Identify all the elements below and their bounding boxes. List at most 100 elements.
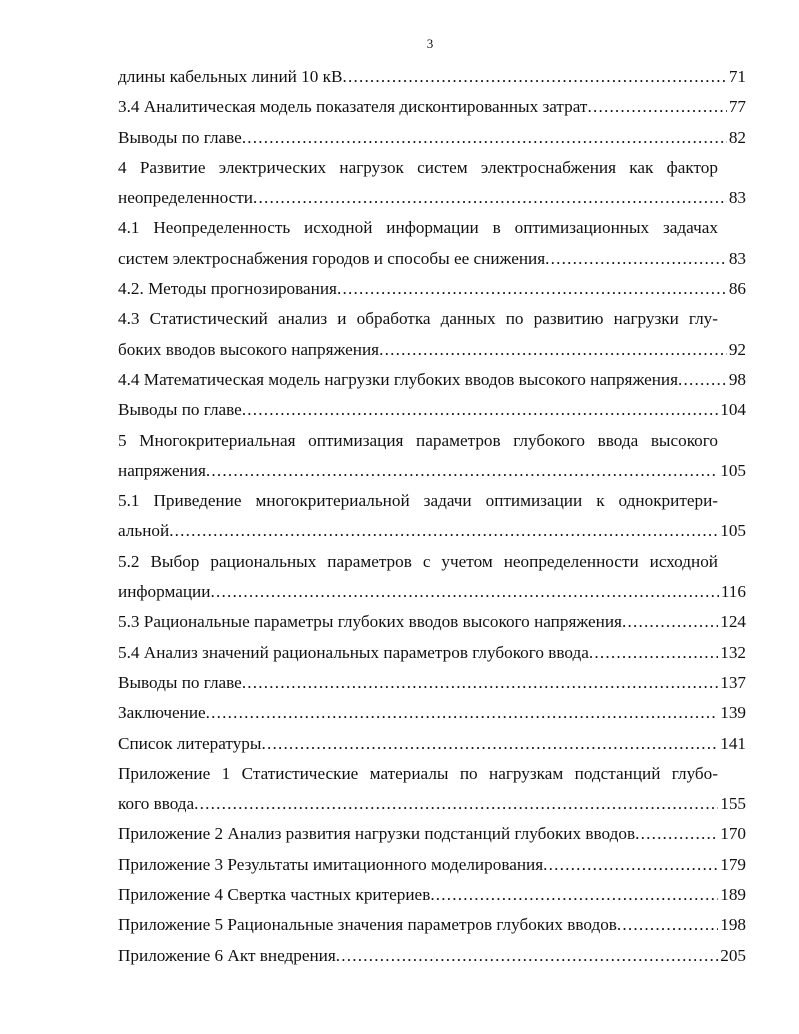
toc-entry-page: 124 bbox=[720, 612, 746, 632]
dot-leader bbox=[622, 607, 718, 637]
toc-entry-page: 83 bbox=[728, 188, 746, 208]
toc-entry-last-line: информации 116 bbox=[118, 577, 746, 607]
toc-entry-title-line: 4.1 Неопределенность исходной информации… bbox=[118, 218, 718, 238]
toc-entry-title: информации bbox=[118, 582, 211, 602]
toc-entry-title-line: 4 Развитие электрических нагрузок систем… bbox=[118, 157, 718, 177]
toc-entry-title: Приложение 4 Свертка частных критериев bbox=[118, 885, 431, 905]
dot-leader bbox=[206, 698, 719, 728]
toc-entry-page: 137 bbox=[720, 672, 746, 692]
toc-entry-last-line: Приложение 6 Акт внедрения 205 bbox=[118, 941, 746, 971]
toc-entry-last-line: Выводы по главе 82 bbox=[118, 123, 746, 153]
dot-leader bbox=[206, 456, 718, 486]
toc-entry[interactable]: 4.4 Математическая модель нагрузки глубо… bbox=[118, 365, 746, 395]
toc-entry[interactable]: Заключение 139 bbox=[118, 698, 746, 728]
toc-entry-last-line: систем электроснабжения городов и способ… bbox=[118, 244, 746, 274]
dot-leader bbox=[543, 850, 718, 880]
toc-entry[interactable]: 5.1 Приведение многокритериальной задачи… bbox=[118, 486, 746, 547]
toc-entry[interactable]: длины кабельных линий 10 кВ 71 bbox=[118, 62, 746, 92]
toc-entry-last-line: 5.3 Рациональные параметры глубоких ввод… bbox=[118, 607, 746, 637]
toc-entry-page: 198 bbox=[720, 915, 746, 935]
dot-leader bbox=[336, 941, 718, 971]
toc-entry-page: 71 bbox=[728, 67, 746, 86]
toc-entry[interactable]: 4.2. Методы прогнозирования 86 bbox=[118, 274, 746, 304]
toc-entry[interactable]: Выводы по главе 104 bbox=[118, 395, 746, 425]
toc-entry[interactable]: Выводы по главе 82 bbox=[118, 123, 746, 153]
toc-entry-last-line: альной 105 bbox=[118, 516, 746, 546]
toc-entry-title: боких вводов высокого напряжения bbox=[118, 339, 380, 359]
dot-leader bbox=[589, 638, 718, 668]
toc-entry[interactable]: Приложение 2 Анализ развития нагрузки по… bbox=[118, 819, 746, 849]
toc-entry-title: неопределенности bbox=[118, 188, 253, 208]
toc-entry-last-line: боких вводов высокого напряжения 92 bbox=[118, 335, 746, 365]
toc-entry-page: 105 bbox=[720, 460, 746, 480]
toc-entry-title: Приложение 6 Акт внедрения bbox=[118, 945, 336, 965]
toc-entry[interactable]: Список литературы 141 bbox=[118, 729, 746, 759]
toc-entry-title: Выводы по главе bbox=[118, 400, 242, 420]
dot-leader bbox=[253, 183, 727, 213]
dot-leader bbox=[242, 395, 718, 425]
dot-leader bbox=[169, 516, 718, 546]
toc-entry-title: Приложение 3 Результаты имитационного мо… bbox=[118, 854, 544, 874]
toc-entry-page: 83 bbox=[728, 248, 746, 268]
toc-entry-last-line: кого ввода 155 bbox=[118, 789, 746, 819]
toc-entry-page: 155 bbox=[720, 794, 746, 814]
toc-entry[interactable]: 4.1 Неопределенность исходной информации… bbox=[118, 213, 746, 274]
toc-entry-last-line: Приложение 2 Анализ развития нагрузки по… bbox=[118, 819, 746, 849]
toc-entry-title: Список литературы bbox=[118, 733, 262, 753]
toc-entry[interactable]: 5.3 Рациональные параметры глубоких ввод… bbox=[118, 607, 746, 637]
toc-entry-last-line: длины кабельных линий 10 кВ 71 bbox=[118, 62, 746, 92]
toc-entry-last-line: 3.4 Аналитическая модель показателя диск… bbox=[118, 92, 746, 122]
toc-entry-title: альной bbox=[118, 521, 170, 541]
toc-entry[interactable]: 4.3 Статистический анализ и обработка да… bbox=[118, 304, 746, 365]
toc-entry[interactable]: Приложение 5 Рациональные значения парам… bbox=[118, 910, 746, 940]
toc-entry-page: 86 bbox=[728, 279, 746, 299]
toc-entry[interactable]: Выводы по главе 137 bbox=[118, 668, 746, 698]
toc-entry-title-line: 5.1 Приведение многокритериальной задачи… bbox=[118, 491, 718, 511]
dot-leader bbox=[617, 910, 718, 940]
dot-leader bbox=[430, 880, 718, 910]
toc-entry-last-line: Выводы по главе 104 bbox=[118, 395, 746, 425]
toc-entry[interactable]: 5.2 Выбор рациональных параметров с учет… bbox=[118, 547, 746, 608]
toc-entry[interactable]: Приложение 1 Статистические материалы по… bbox=[118, 759, 746, 820]
toc-entry-title: 4.2. Методы прогнозирования bbox=[118, 279, 337, 299]
toc-entry-page: 189 bbox=[720, 885, 746, 905]
toc-entry-page: 92 bbox=[728, 339, 746, 359]
toc-entry-last-line: Приложение 4 Свертка частных критериев 18… bbox=[118, 880, 746, 910]
toc-entry-page: 139 bbox=[720, 703, 746, 723]
toc-entry-last-line: неопределенности 83 bbox=[118, 183, 746, 213]
toc-entry-title: 4.4 Математическая модель нагрузки глубо… bbox=[118, 369, 679, 389]
toc-entry-title-line: 5.2 Выбор рациональных параметров с учет… bbox=[118, 551, 718, 571]
toc-entry-title: Выводы по главе bbox=[118, 127, 242, 147]
toc-entry-title: Приложение 2 Анализ развития нагрузки по… bbox=[118, 824, 636, 844]
toc-entry[interactable]: Приложение 4 Свертка частных критериев 18… bbox=[118, 880, 746, 910]
toc-entry-page: 170 bbox=[720, 824, 746, 844]
dot-leader bbox=[635, 819, 718, 849]
toc-entry-title: длины кабельных линий 10 кВ bbox=[118, 67, 343, 86]
dot-leader bbox=[242, 123, 727, 153]
toc-entry-page: 104 bbox=[720, 400, 746, 420]
toc-entry-page: 141 bbox=[720, 733, 746, 753]
dot-leader bbox=[194, 789, 718, 819]
toc-entry[interactable]: 5 Многокритериальная оптимизация парамет… bbox=[118, 426, 746, 487]
toc-entry-last-line: Приложение 5 Рациональные значения парам… bbox=[118, 910, 746, 940]
toc-entry[interactable]: 4 Развитие электрических нагрузок систем… bbox=[118, 153, 746, 214]
toc-entry-last-line: Заключение 139 bbox=[118, 698, 746, 728]
toc-entry-title: напряжения bbox=[118, 460, 206, 480]
page-number: 3 bbox=[426, 36, 434, 51]
toc-entry[interactable]: 5.4 Анализ значений рациональных парамет… bbox=[118, 638, 746, 668]
toc-entry-page: 105 bbox=[720, 521, 746, 541]
toc-entry-page: 98 bbox=[728, 369, 746, 389]
toc-entry[interactable]: Приложение 3 Результаты имитационного мо… bbox=[118, 850, 746, 880]
toc-entry-page: 179 bbox=[720, 854, 746, 874]
toc-entry-title: 5.3 Рациональные параметры глубоких ввод… bbox=[118, 612, 622, 632]
table-of-contents: длины кабельных линий 10 кВ 71 3.4 Аналити… bbox=[118, 62, 746, 971]
toc-entry[interactable]: Приложение 6 Акт внедрения 205 bbox=[118, 941, 746, 971]
dot-leader bbox=[342, 62, 726, 92]
dot-leader bbox=[379, 335, 727, 365]
dot-leader bbox=[210, 577, 718, 607]
toc-entry-last-line: 4.2. Методы прогнозирования 86 bbox=[118, 274, 746, 304]
toc-entry-title-line: 5 Многокритериальная оптимизация парамет… bbox=[118, 430, 718, 450]
toc-entry[interactable]: 3.4 Аналитическая модель показателя диск… bbox=[118, 92, 746, 122]
toc-entry-page: 82 bbox=[728, 127, 746, 147]
dot-leader bbox=[545, 244, 727, 274]
